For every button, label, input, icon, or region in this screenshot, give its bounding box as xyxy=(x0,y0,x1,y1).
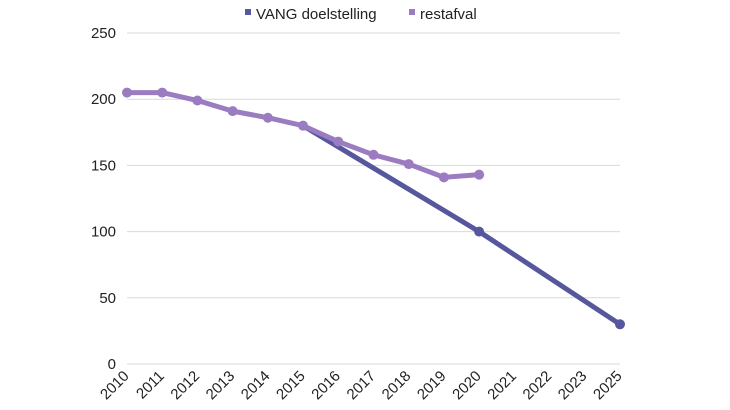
series-line-vang-doelstelling xyxy=(300,123,623,327)
y-tick-label: 100 xyxy=(91,224,116,241)
data-point-vang-doelstelling xyxy=(474,226,485,237)
x-tick-label: 2014 xyxy=(238,368,274,404)
y-tick-label: 250 xyxy=(91,25,116,42)
x-tick-label: 2012 xyxy=(167,368,203,404)
x-tick-label: 2017 xyxy=(344,368,380,404)
legend-label-vang: VANG doelstelling xyxy=(256,6,377,23)
x-tick-label: 2021 xyxy=(484,368,520,404)
x-tick-label: 2016 xyxy=(308,368,344,404)
series-line-restafval xyxy=(124,90,482,180)
data-point-restafval xyxy=(122,87,132,98)
data-point-restafval xyxy=(333,136,344,147)
x-tick-label: 2025 xyxy=(590,368,626,404)
y-tick-label: 0 xyxy=(108,356,116,373)
x-tick-label: 2018 xyxy=(379,368,415,404)
y-tick-label: 150 xyxy=(91,157,116,174)
x-tick-label: 2023 xyxy=(555,368,591,404)
x-tick-label: 2022 xyxy=(520,368,556,404)
data-point-restafval xyxy=(157,87,168,98)
legend-swatch-restafval xyxy=(409,9,415,15)
data-point-restafval xyxy=(227,106,238,117)
data-point-restafval xyxy=(403,159,414,170)
legend-swatch-vang xyxy=(245,9,251,15)
y-tick-label: 200 xyxy=(91,91,116,108)
data-point-vang-doelstelling xyxy=(615,319,625,330)
y-axis: 0 50 100 150 200 250 xyxy=(91,25,116,373)
x-axis: 2010 2011 2012 2013 2014 2015 2016 2017 2018 2019… xyxy=(97,368,626,404)
data-point-restafval xyxy=(368,149,379,160)
x-tick-label: 2013 xyxy=(203,368,239,404)
data-point-restafval xyxy=(474,169,485,180)
x-tick-label: 2011 xyxy=(133,368,168,403)
data-point-restafval xyxy=(438,172,449,183)
y-tick-label: 50 xyxy=(99,290,116,307)
data-point-restafval xyxy=(298,120,309,131)
data-point-restafval xyxy=(192,95,203,106)
x-tick-label: 2015 xyxy=(273,368,309,404)
data-point-restafval xyxy=(262,112,273,123)
legend: VANG doelstelling restafval xyxy=(245,6,477,23)
x-tick-label: 2010 xyxy=(97,368,133,404)
x-tick-label: 2020 xyxy=(449,368,485,404)
x-tick-label: 2019 xyxy=(414,368,450,404)
series-group xyxy=(122,87,625,330)
legend-label-restafval: restafval xyxy=(420,6,477,23)
gridlines xyxy=(127,32,620,365)
